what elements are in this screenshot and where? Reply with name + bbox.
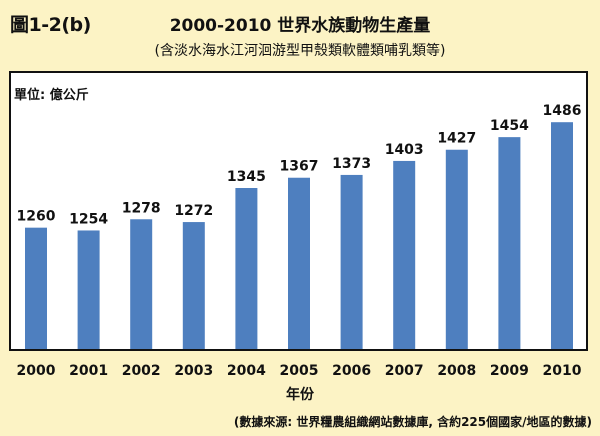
unit-label: 單位: 億公斤 xyxy=(14,88,89,103)
bar-2001 xyxy=(77,230,100,349)
bar-2009 xyxy=(498,137,521,349)
source-note: (數據來源: 世界糧農組織網站數據庫, 含約225個國家/地區的數據) xyxy=(233,415,592,429)
bar-2004 xyxy=(235,188,258,349)
figure-label: 圖1-2(b) xyxy=(10,14,91,36)
data-label-2007: 1403 xyxy=(385,142,424,158)
x-tick-2002: 2002 xyxy=(122,363,161,379)
data-label-2006: 1373 xyxy=(332,156,371,172)
bar-2002 xyxy=(130,219,153,349)
bar-2010 xyxy=(551,122,573,349)
x-tick-2009: 2009 xyxy=(490,363,529,379)
x-tick-2000: 2000 xyxy=(17,363,56,379)
bar-2003 xyxy=(182,222,205,349)
bar-2007 xyxy=(393,160,416,349)
chart-title: 2000-2010 世界水族動物生產量 xyxy=(169,16,431,36)
x-tick-2006: 2006 xyxy=(332,363,371,379)
bar-2000 xyxy=(25,227,47,349)
data-label-2001: 1254 xyxy=(69,211,108,227)
x-tick-2004: 2004 xyxy=(227,363,266,379)
data-label-2000: 1260 xyxy=(17,209,56,225)
chart-subtitle: (含淡水海水江河洄游型甲殼類軟體類哺乳類等) xyxy=(154,43,446,59)
x-axis-label: 年份 xyxy=(286,387,314,403)
x-tick-2005: 2005 xyxy=(280,363,319,379)
bar-2008 xyxy=(445,149,468,349)
bar-2005 xyxy=(288,177,310,349)
data-label-2003: 1272 xyxy=(174,203,213,219)
x-tick-2001: 2001 xyxy=(69,363,108,379)
data-label-2005: 1367 xyxy=(280,159,319,175)
data-label-2002: 1278 xyxy=(122,200,161,216)
data-label-2004: 1345 xyxy=(227,169,266,185)
x-tick-2010: 2010 xyxy=(543,363,582,379)
data-label-2010: 1486 xyxy=(543,103,582,119)
data-label-2009: 1454 xyxy=(490,118,529,134)
x-tick-2007: 2007 xyxy=(385,363,424,379)
x-tick-2003: 2003 xyxy=(174,363,213,379)
bar-2006 xyxy=(340,174,363,349)
x-tick-2008: 2008 xyxy=(437,363,476,379)
data-label-2008: 1427 xyxy=(437,131,476,147)
